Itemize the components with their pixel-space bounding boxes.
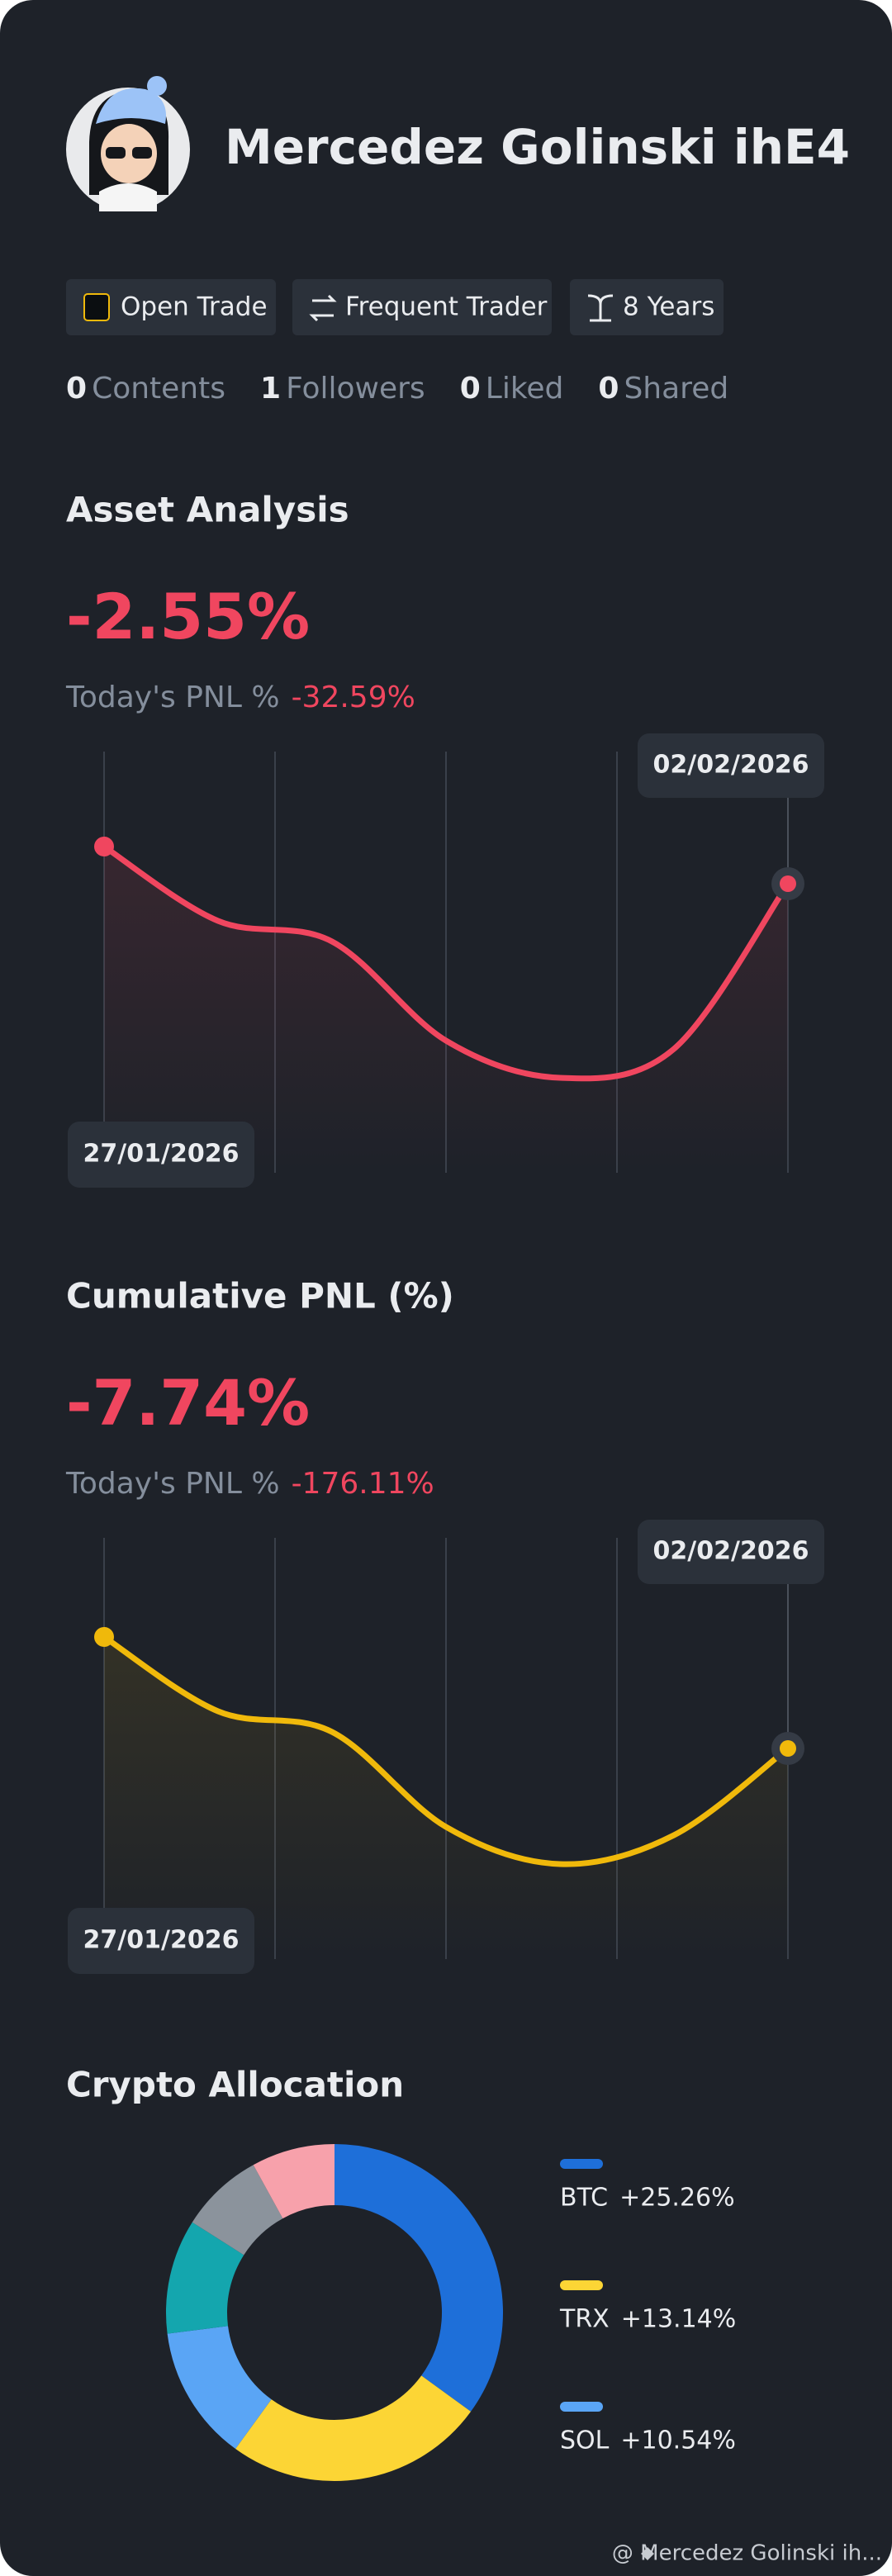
footer: @ Mercedez Golinski ih... xyxy=(612,2541,882,2566)
headline-value: -7.74% xyxy=(66,1366,310,1440)
line xyxy=(101,843,791,1082)
subtitle-value: -176.11% xyxy=(292,1467,434,1501)
section-title: Asset Analysis xyxy=(66,490,349,530)
badge xyxy=(292,279,552,335)
end-point xyxy=(780,1740,796,1757)
badge-icon xyxy=(83,293,110,321)
legend-change: +10.54% xyxy=(620,2427,736,2455)
stats: 0 Contents 1 Followers 0 Liked 0 Shared xyxy=(66,372,728,406)
start-date: 27/01/2026 xyxy=(83,1926,240,1955)
headline-value: -2.55% xyxy=(66,580,310,653)
badge-icon xyxy=(309,294,337,322)
tooltip xyxy=(638,1520,824,1584)
badge-label: Frequent Trader xyxy=(345,292,548,322)
footer-logo xyxy=(641,2547,654,2560)
badge-label: Open Trade xyxy=(121,292,268,322)
section-title: Cumulative PNL (%) xyxy=(66,1276,454,1316)
tooltip-date: 02/02/2026 xyxy=(653,751,809,780)
donut-segment xyxy=(253,2144,336,2219)
legend-name: BTC xyxy=(560,2184,608,2213)
stat-label: Liked xyxy=(486,372,564,406)
start-label xyxy=(68,1122,254,1188)
donut-segment xyxy=(166,2222,244,2334)
avatar xyxy=(66,76,190,211)
donut-segment xyxy=(235,2374,472,2481)
subtitle-value: -32.59% xyxy=(292,681,415,714)
start-label xyxy=(68,1908,254,1974)
user-name: Mercedez Golinski ihE4 xyxy=(225,119,850,175)
area xyxy=(104,847,788,1173)
tooltip xyxy=(638,733,824,798)
donut-segment xyxy=(192,2165,284,2256)
stat-count: 1 xyxy=(260,372,281,406)
section-title: Crypto Allocation xyxy=(66,2065,404,2105)
tooltip-date: 02/02/2026 xyxy=(653,1537,809,1566)
legend-swatch xyxy=(560,2280,603,2290)
line xyxy=(101,1634,791,1867)
stat-label: Contents xyxy=(92,372,225,406)
charts: Asset Analysis -2.55% Today's PNL % -32.59%… xyxy=(65,490,824,2481)
start-date: 27/01/2026 xyxy=(83,1140,240,1169)
badge xyxy=(66,279,276,335)
start-point xyxy=(94,1627,114,1647)
legend-swatch xyxy=(560,2159,603,2169)
legend-swatch xyxy=(560,2402,603,2412)
badges: Open Trade Frequent Trader 8 Years xyxy=(66,279,724,335)
stat-label: Followers xyxy=(286,372,425,406)
stat-label: Shared xyxy=(624,372,728,406)
start-point xyxy=(94,837,114,856)
legend-change: +13.14% xyxy=(621,2305,737,2334)
badge-icon xyxy=(587,294,614,322)
donut-segment xyxy=(167,2325,273,2450)
subtitle: Today's PNL % xyxy=(65,1467,280,1501)
stat-count: 0 xyxy=(460,372,481,406)
legend-name: SOL xyxy=(560,2427,610,2455)
stat-count: 0 xyxy=(66,372,87,406)
end-point xyxy=(780,875,796,892)
donut-segment xyxy=(334,2144,503,2412)
legend-change: +25.26% xyxy=(619,2184,735,2213)
stat-count: 0 xyxy=(598,372,619,406)
legend-name: TRX xyxy=(559,2305,610,2334)
subtitle: Today's PNL % xyxy=(65,681,280,714)
area xyxy=(104,1637,788,1959)
badge-label: 8 Years xyxy=(623,292,714,322)
